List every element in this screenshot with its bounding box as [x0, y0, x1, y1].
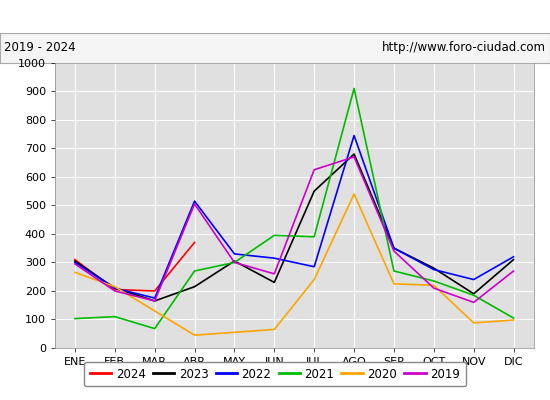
Text: 2019 - 2024: 2019 - 2024 [4, 41, 76, 54]
Text: Evolucion Nº Turistas Nacionales en el municipio de Ribeira de Piquín: Evolucion Nº Turistas Nacionales en el m… [0, 8, 550, 24]
Text: http://www.foro-ciudad.com: http://www.foro-ciudad.com [382, 41, 546, 54]
Legend: 2024, 2023, 2022, 2021, 2020, 2019: 2024, 2023, 2022, 2021, 2020, 2019 [84, 362, 466, 386]
